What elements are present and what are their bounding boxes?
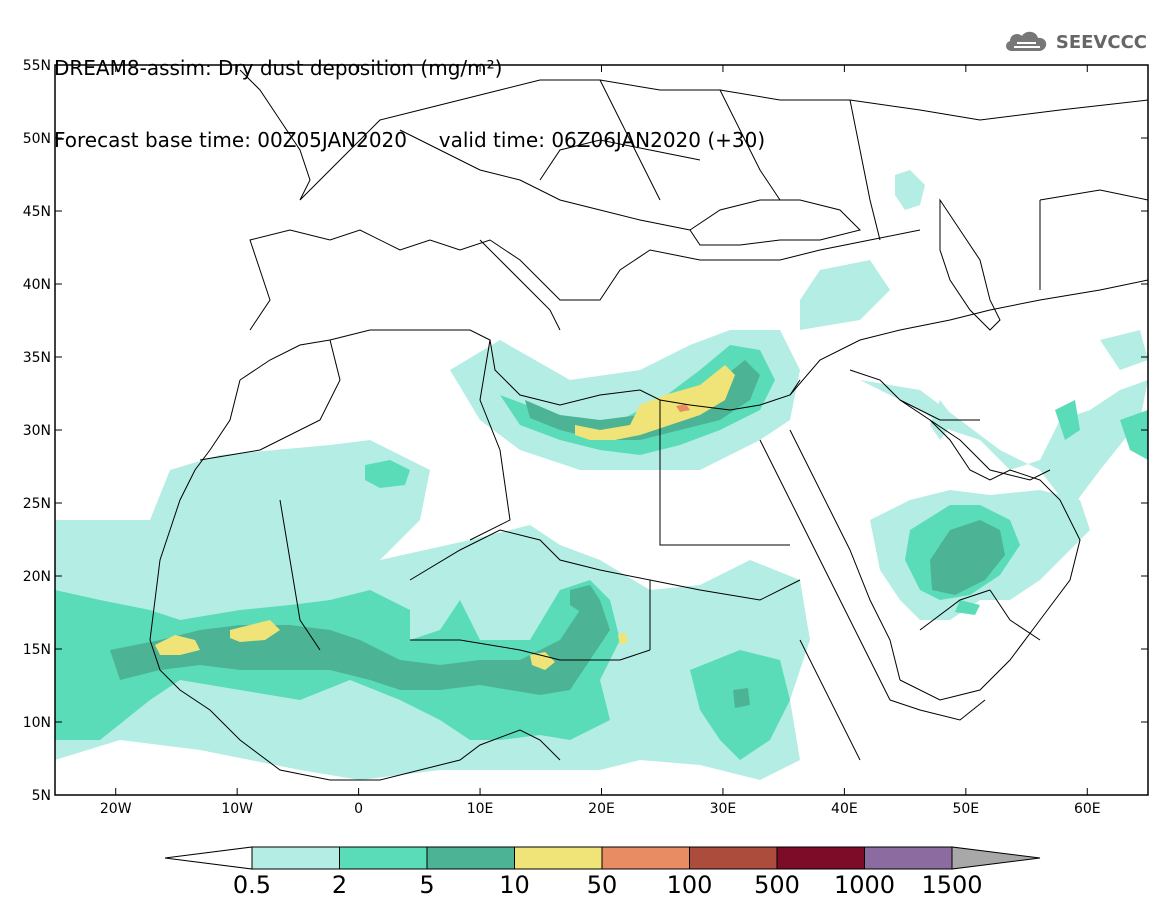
- colorbar-label: 2: [332, 871, 347, 899]
- lon-tick-label: 10W: [221, 801, 253, 817]
- lon-tick-label: 20E: [588, 801, 615, 817]
- colorbar-swatch: [689, 846, 778, 870]
- lat-tick-label: 20N: [23, 569, 51, 585]
- lat-tick-label: 50N: [23, 131, 51, 147]
- lon-tick-label: 20W: [100, 801, 132, 817]
- dust-layer-50: [676, 404, 690, 412]
- lat-tick-label: 25N: [23, 496, 51, 512]
- colorbar-label: 500: [754, 871, 800, 899]
- colorbar-label: 100: [667, 871, 713, 899]
- lat-tick-label: 10N: [23, 715, 51, 731]
- colorbar-label: 1500: [921, 871, 982, 899]
- colorbar-label: 50: [587, 871, 618, 899]
- cloud-logo-icon: [1005, 31, 1047, 51]
- map-title: DREAM8-assim: Dry dust deposition (mg/m²…: [54, 56, 503, 80]
- lon-tick-label: 0: [354, 801, 363, 817]
- colorbar-swatch: [776, 846, 865, 870]
- colorbar-label: 10: [499, 871, 530, 899]
- forecast-time-line: Forecast base time: 00Z05JAN2020 valid t…: [54, 128, 766, 152]
- colorbar-swatch: [426, 846, 515, 870]
- dust-layer-10: [155, 365, 735, 670]
- colorbar-swatch: [339, 846, 428, 870]
- colorbar-label: 5: [419, 871, 434, 899]
- colorbar-swatch: [251, 846, 340, 870]
- colorbar-over-arrow: [951, 846, 1041, 870]
- brand-name: SEEVCCC: [1055, 31, 1147, 53]
- map-header: DREAM8-assim: Dry dust deposition (mg/m²…: [54, 8, 765, 176]
- dust-fields: [55, 170, 1148, 780]
- dust-layer-5: [110, 360, 1005, 708]
- colorbar: 0.5 2 5 10 50 100 500 1000 1500: [164, 846, 1041, 899]
- colorbar-under-arrow: [164, 846, 253, 870]
- lon-tick-label: 60E: [1074, 801, 1101, 817]
- coastlines: [149, 69, 1148, 781]
- lon-tick-label: 50E: [952, 801, 979, 817]
- colorbar-label: 1000: [834, 871, 895, 899]
- lat-tick-label: 15N: [23, 642, 51, 658]
- colorbar-label: 0.5: [233, 871, 271, 899]
- colorbar-swatch: [601, 846, 690, 870]
- brand-logo: SEEVCCC: [1002, 22, 1147, 62]
- lon-ticks: 20W 10W 0 10E 20E 30E 40E 50E 60E: [100, 65, 1101, 817]
- lat-tick-label: 45N: [23, 204, 51, 220]
- lat-ticks: 55N 50N 45N 40N 35N 30N 25N 20N 15N 10N 5N: [23, 58, 1148, 804]
- lat-tick-label: 30N: [23, 423, 51, 439]
- lon-tick-label: 40E: [831, 801, 858, 817]
- lat-tick-label: 5N: [32, 788, 51, 804]
- lon-tick-label: 30E: [710, 801, 737, 817]
- lat-tick-label: 35N: [23, 350, 51, 366]
- lat-tick-label: 55N: [23, 58, 51, 74]
- lon-tick-label: 10E: [467, 801, 494, 817]
- colorbar-swatch: [514, 846, 603, 870]
- lat-tick-label: 40N: [23, 277, 51, 293]
- colorbar-swatch: [864, 846, 953, 870]
